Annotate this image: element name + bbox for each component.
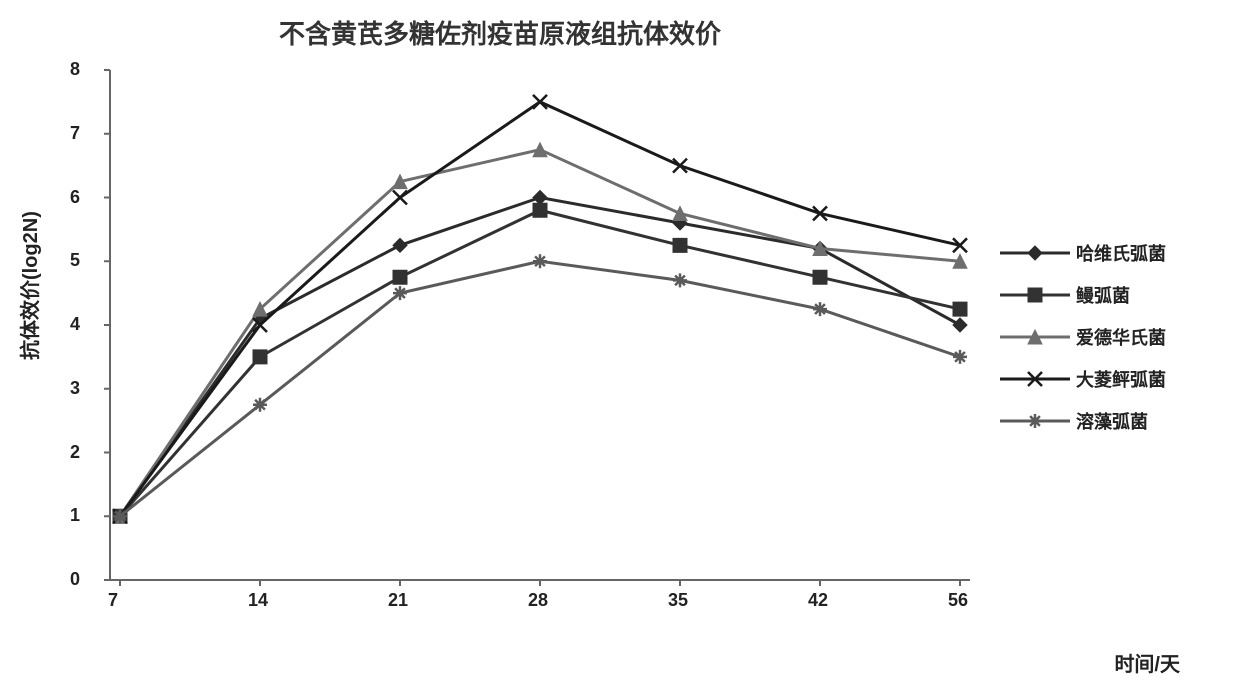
data-point bbox=[673, 273, 687, 287]
chart-legend: 哈维氏弧菌鳗弧菌爱德华氏菌大菱鲆弧菌溶藻弧菌 bbox=[1000, 240, 1220, 450]
data-point bbox=[673, 159, 687, 173]
series-哈维氏弧菌 bbox=[113, 191, 967, 524]
data-point bbox=[533, 95, 547, 109]
y-tick-label: 3 bbox=[70, 378, 80, 399]
legend-label: 溶藻弧菌 bbox=[1076, 408, 1148, 434]
y-tick-label: 4 bbox=[70, 314, 80, 335]
data-point bbox=[953, 302, 967, 316]
data-point bbox=[393, 238, 407, 252]
y-tick-label: 0 bbox=[70, 569, 80, 590]
x-tick-label: 56 bbox=[948, 590, 968, 611]
x-tick-label: 28 bbox=[528, 590, 548, 611]
data-point bbox=[813, 302, 827, 316]
legend-swatch bbox=[1000, 369, 1070, 389]
data-point bbox=[673, 238, 687, 252]
data-point bbox=[253, 350, 267, 364]
x-tick-label: 14 bbox=[248, 590, 268, 611]
data-point bbox=[533, 254, 547, 268]
series-溶藻弧菌 bbox=[113, 254, 967, 523]
x-tick-label: 7 bbox=[108, 590, 118, 611]
data-point bbox=[393, 286, 407, 300]
data-point bbox=[393, 191, 407, 205]
y-tick-label: 1 bbox=[70, 505, 80, 526]
legend-item: 溶藻弧菌 bbox=[1000, 408, 1220, 434]
legend-swatch bbox=[1000, 243, 1070, 263]
chart-title: 不含黄芪多糖佐剂疫苗原液组抗体效价 bbox=[0, 14, 1000, 51]
legend-swatch bbox=[1000, 411, 1070, 431]
legend-label: 鳗弧菌 bbox=[1076, 282, 1130, 308]
y-tick-label: 6 bbox=[70, 187, 80, 208]
legend-label: 爱德华氏菌 bbox=[1076, 324, 1166, 350]
data-point bbox=[813, 270, 827, 284]
data-point bbox=[953, 350, 967, 364]
y-tick-label: 2 bbox=[70, 442, 80, 463]
y-tick-label: 7 bbox=[70, 123, 80, 144]
y-axis-label: 抗体效价(log2N) bbox=[14, 211, 43, 360]
data-point bbox=[953, 318, 967, 332]
y-tick-label: 5 bbox=[70, 250, 80, 271]
data-point bbox=[393, 270, 407, 284]
x-tick-label: 21 bbox=[388, 590, 408, 611]
data-point bbox=[533, 203, 547, 217]
legend-swatch bbox=[1000, 285, 1070, 305]
y-tick-label: 8 bbox=[70, 59, 80, 80]
series-大菱鲆弧菌 bbox=[113, 95, 967, 523]
x-tick-label: 35 bbox=[668, 590, 688, 611]
chart-plot-area bbox=[100, 60, 980, 600]
legend-item: 鳗弧菌 bbox=[1000, 282, 1220, 308]
legend-label: 大菱鲆弧菌 bbox=[1076, 366, 1166, 392]
legend-swatch bbox=[1000, 327, 1070, 347]
legend-item: 哈维氏弧菌 bbox=[1000, 240, 1220, 266]
data-point bbox=[253, 398, 267, 412]
legend-label: 哈维氏弧菌 bbox=[1076, 240, 1166, 266]
x-tick-label: 42 bbox=[808, 590, 828, 611]
data-point bbox=[533, 191, 547, 205]
x-axis-label: 时间/天 bbox=[1114, 648, 1180, 677]
legend-item: 大菱鲆弧菌 bbox=[1000, 366, 1220, 392]
legend-item: 爱德华氏菌 bbox=[1000, 324, 1220, 350]
chart-svg bbox=[100, 60, 980, 600]
